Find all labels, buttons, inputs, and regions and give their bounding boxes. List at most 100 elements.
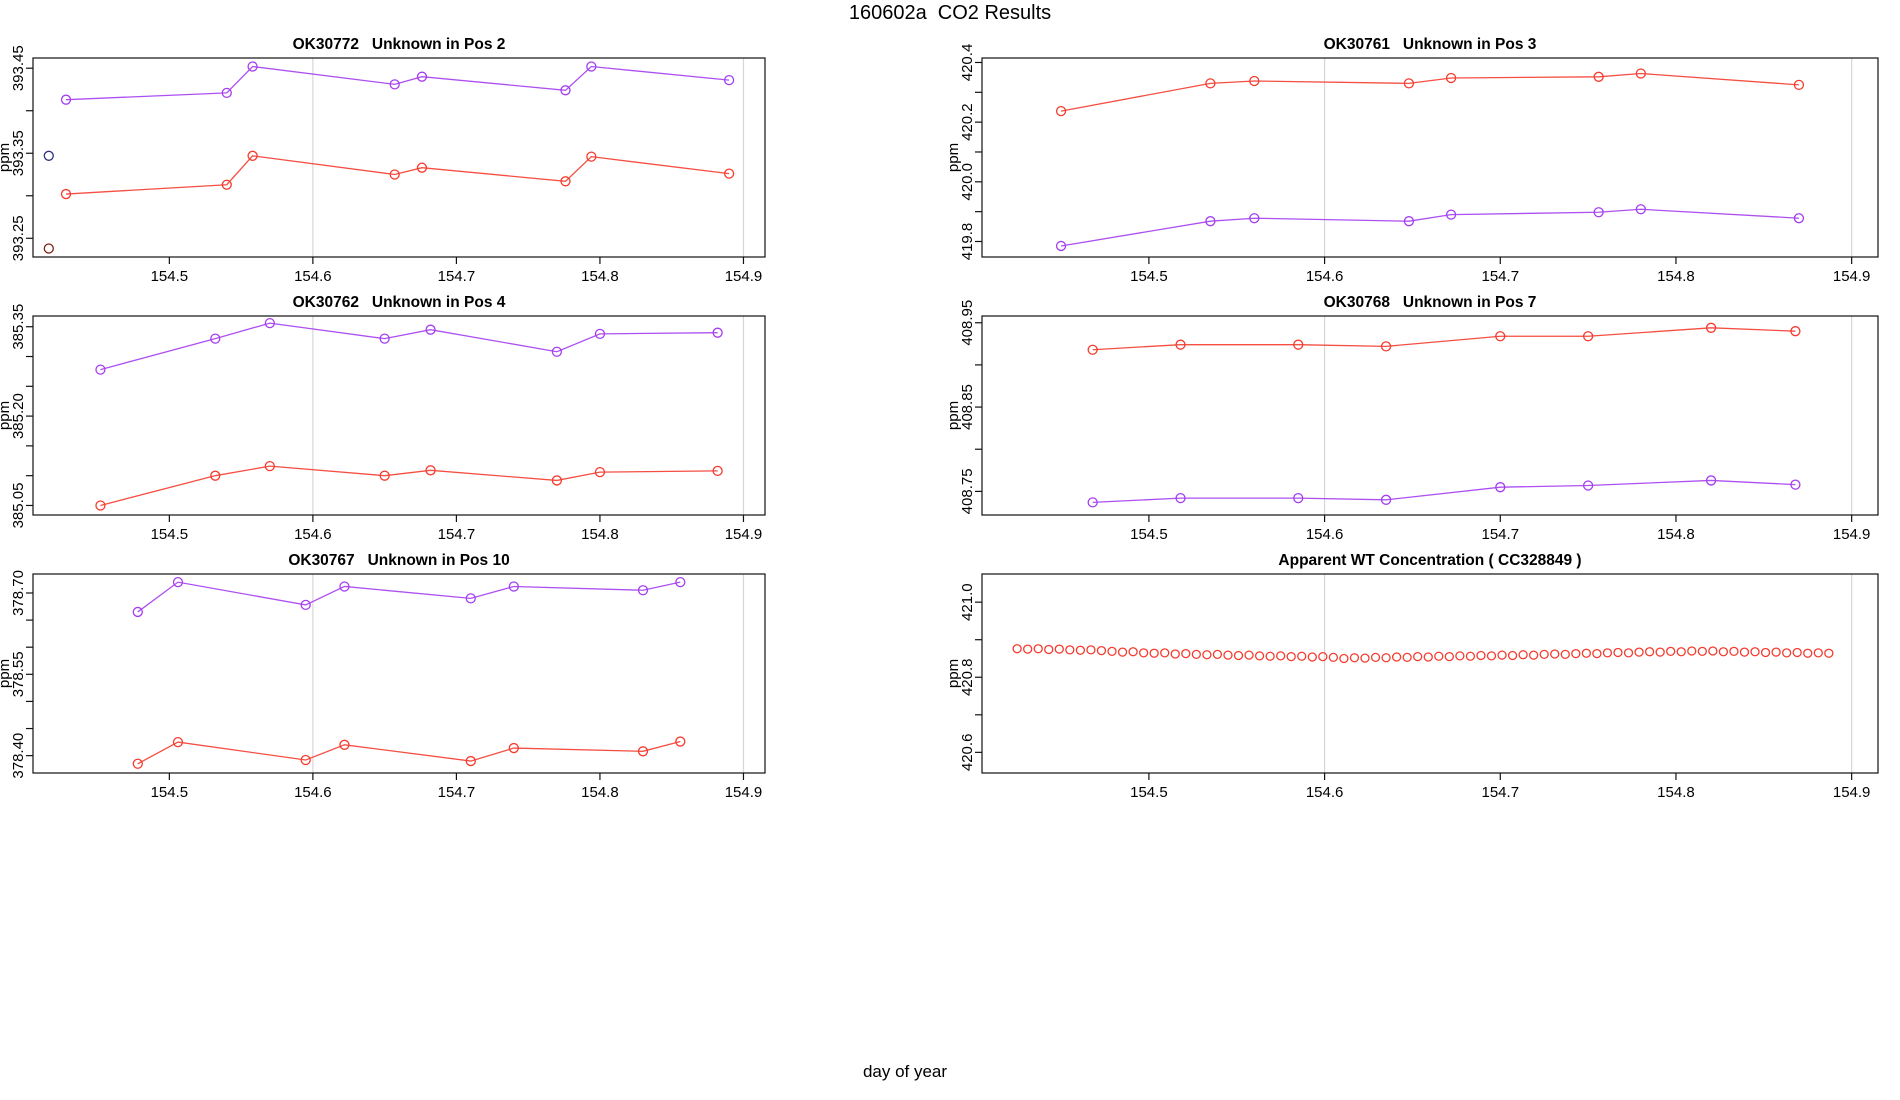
- data-point-marker: [300, 754, 311, 766]
- y-tick-label: 420.2: [959, 103, 976, 141]
- data-point-marker: [1497, 650, 1507, 660]
- data-point-marker: [416, 162, 428, 173]
- data-point-marker: [1297, 651, 1307, 661]
- panel-ok30768-pos7: 154.5 154.6 154.7 154.8 154.9 408.75 408.85 408…: [945, 294, 1879, 543]
- data-point-marker: [1175, 492, 1186, 504]
- data-point-marker: [1012, 644, 1022, 654]
- data-point-marker: [1096, 645, 1107, 656]
- data-point-marker: [712, 327, 723, 338]
- data-point-marker: [1380, 341, 1392, 352]
- data-point-marker: [551, 346, 563, 357]
- data-point-marker: [1087, 497, 1098, 508]
- data-point-marker: [1602, 648, 1613, 658]
- data-point-marker: [1813, 648, 1823, 658]
- data-point-marker: [560, 85, 571, 96]
- data-point-marker: [1212, 649, 1223, 660]
- data-point-marker: [1476, 650, 1486, 661]
- data-point-marker: [1023, 644, 1033, 654]
- data-point-marker: [1676, 647, 1686, 657]
- panel-title: OK30772 Unknown in Pos 2: [293, 36, 506, 53]
- series-line-pos4-purple: [100, 322, 718, 371]
- x-tick-label: 154.7: [438, 268, 476, 285]
- y-tick-label: 420.6: [959, 734, 976, 772]
- data-point-marker: [1381, 653, 1391, 663]
- data-point-marker: [1623, 648, 1634, 658]
- x-tick-label: 154.7: [438, 784, 476, 801]
- data-point-marker: [1391, 652, 1402, 662]
- data-point-marker: [1191, 649, 1201, 660]
- data-point-marker: [675, 736, 686, 747]
- data-point-marker: [1205, 78, 1216, 89]
- x-tick-label: 154.5: [151, 268, 189, 285]
- data-point-marker: [1413, 651, 1423, 662]
- data-point-marker: [723, 74, 735, 86]
- data-point-marker: [1539, 649, 1549, 660]
- data-point-marker: [1138, 648, 1149, 658]
- plot-box: [32, 57, 766, 258]
- x-tick-label: 154.5: [151, 526, 189, 543]
- x-tick-label: 154.8: [1657, 526, 1695, 543]
- plot-box: [981, 315, 1879, 516]
- data-point-marker: [560, 176, 571, 187]
- y-axis-unit-label: ppm: [945, 401, 962, 430]
- y-tick-label: 420.0: [959, 163, 976, 201]
- x-tick-label: 154.9: [1833, 526, 1871, 543]
- x-tick-label: 154.7: [1482, 268, 1520, 285]
- data-point-marker: [1824, 648, 1834, 658]
- data-point-marker: [1550, 649, 1560, 659]
- data-point-marker: [1054, 644, 1064, 654]
- data-point-marker: [1444, 651, 1454, 662]
- data-point-marker: [1697, 646, 1707, 656]
- series-line-pos10-red: [137, 740, 681, 765]
- x-tick-label: 154.6: [1306, 268, 1344, 285]
- y-axis-unit-label: ppm: [0, 659, 13, 688]
- x-tick-label: 154.7: [1482, 526, 1520, 543]
- data-point-marker: [1705, 475, 1717, 486]
- x-tick-label: 154.8: [581, 526, 619, 543]
- data-point-marker: [339, 739, 350, 750]
- panel-title: OK30768 Unknown in Pos 7: [1324, 294, 1537, 311]
- panel-title: OK30761 Unknown in Pos 3: [1324, 36, 1537, 53]
- y-tick-label: 385.05: [10, 483, 27, 529]
- data-point-marker: [586, 151, 597, 162]
- y-tick-label: 378.55: [10, 651, 27, 697]
- data-point-marker: [594, 328, 606, 340]
- data-point-marker: [1434, 651, 1444, 661]
- data-point-marker: [1750, 647, 1760, 657]
- data-point-marker: [465, 593, 476, 604]
- y-tick-label: 393.35: [10, 130, 27, 176]
- y-axis-unit-label: ppm: [945, 659, 962, 688]
- data-point-marker: [1065, 645, 1075, 655]
- data-point-marker: [247, 150, 258, 161]
- data-point-marker: [1249, 75, 1260, 87]
- data-point-marker: [1771, 647, 1781, 657]
- data-point-marker: [1075, 645, 1086, 655]
- series-line-pos2-red: [65, 155, 730, 195]
- data-point-marker: [465, 755, 476, 767]
- x-tick-label: 154.6: [294, 268, 332, 285]
- y-axis-unit-label: ppm: [945, 143, 962, 172]
- x-tick-label: 154.9: [1833, 784, 1871, 801]
- data-point-marker: [379, 333, 390, 344]
- series-line-pos10-purple: [137, 581, 681, 613]
- data-point-marker: [1790, 479, 1801, 490]
- data-point-marker: [723, 168, 735, 179]
- data-point-marker: [1181, 648, 1191, 659]
- data-point-marker: [300, 599, 311, 611]
- data-point-marker: [1803, 648, 1813, 658]
- data-point-marker: [1349, 653, 1360, 663]
- data-point-marker: [1792, 647, 1802, 658]
- data-point-marker: [264, 460, 275, 472]
- y-tick-label: 385.20: [10, 393, 27, 439]
- data-point-marker: [1518, 650, 1528, 660]
- data-point-marker: [1202, 650, 1212, 660]
- data-point-marker: [1423, 652, 1433, 662]
- data-point-marker: [132, 758, 143, 769]
- data-point-marker: [95, 500, 106, 511]
- data-point-marker: [1205, 216, 1216, 227]
- data-point-marker: [132, 606, 143, 618]
- data-point-marker: [1634, 647, 1644, 657]
- data-point-marker: [1044, 644, 1054, 655]
- data-point-marker: [1705, 322, 1717, 333]
